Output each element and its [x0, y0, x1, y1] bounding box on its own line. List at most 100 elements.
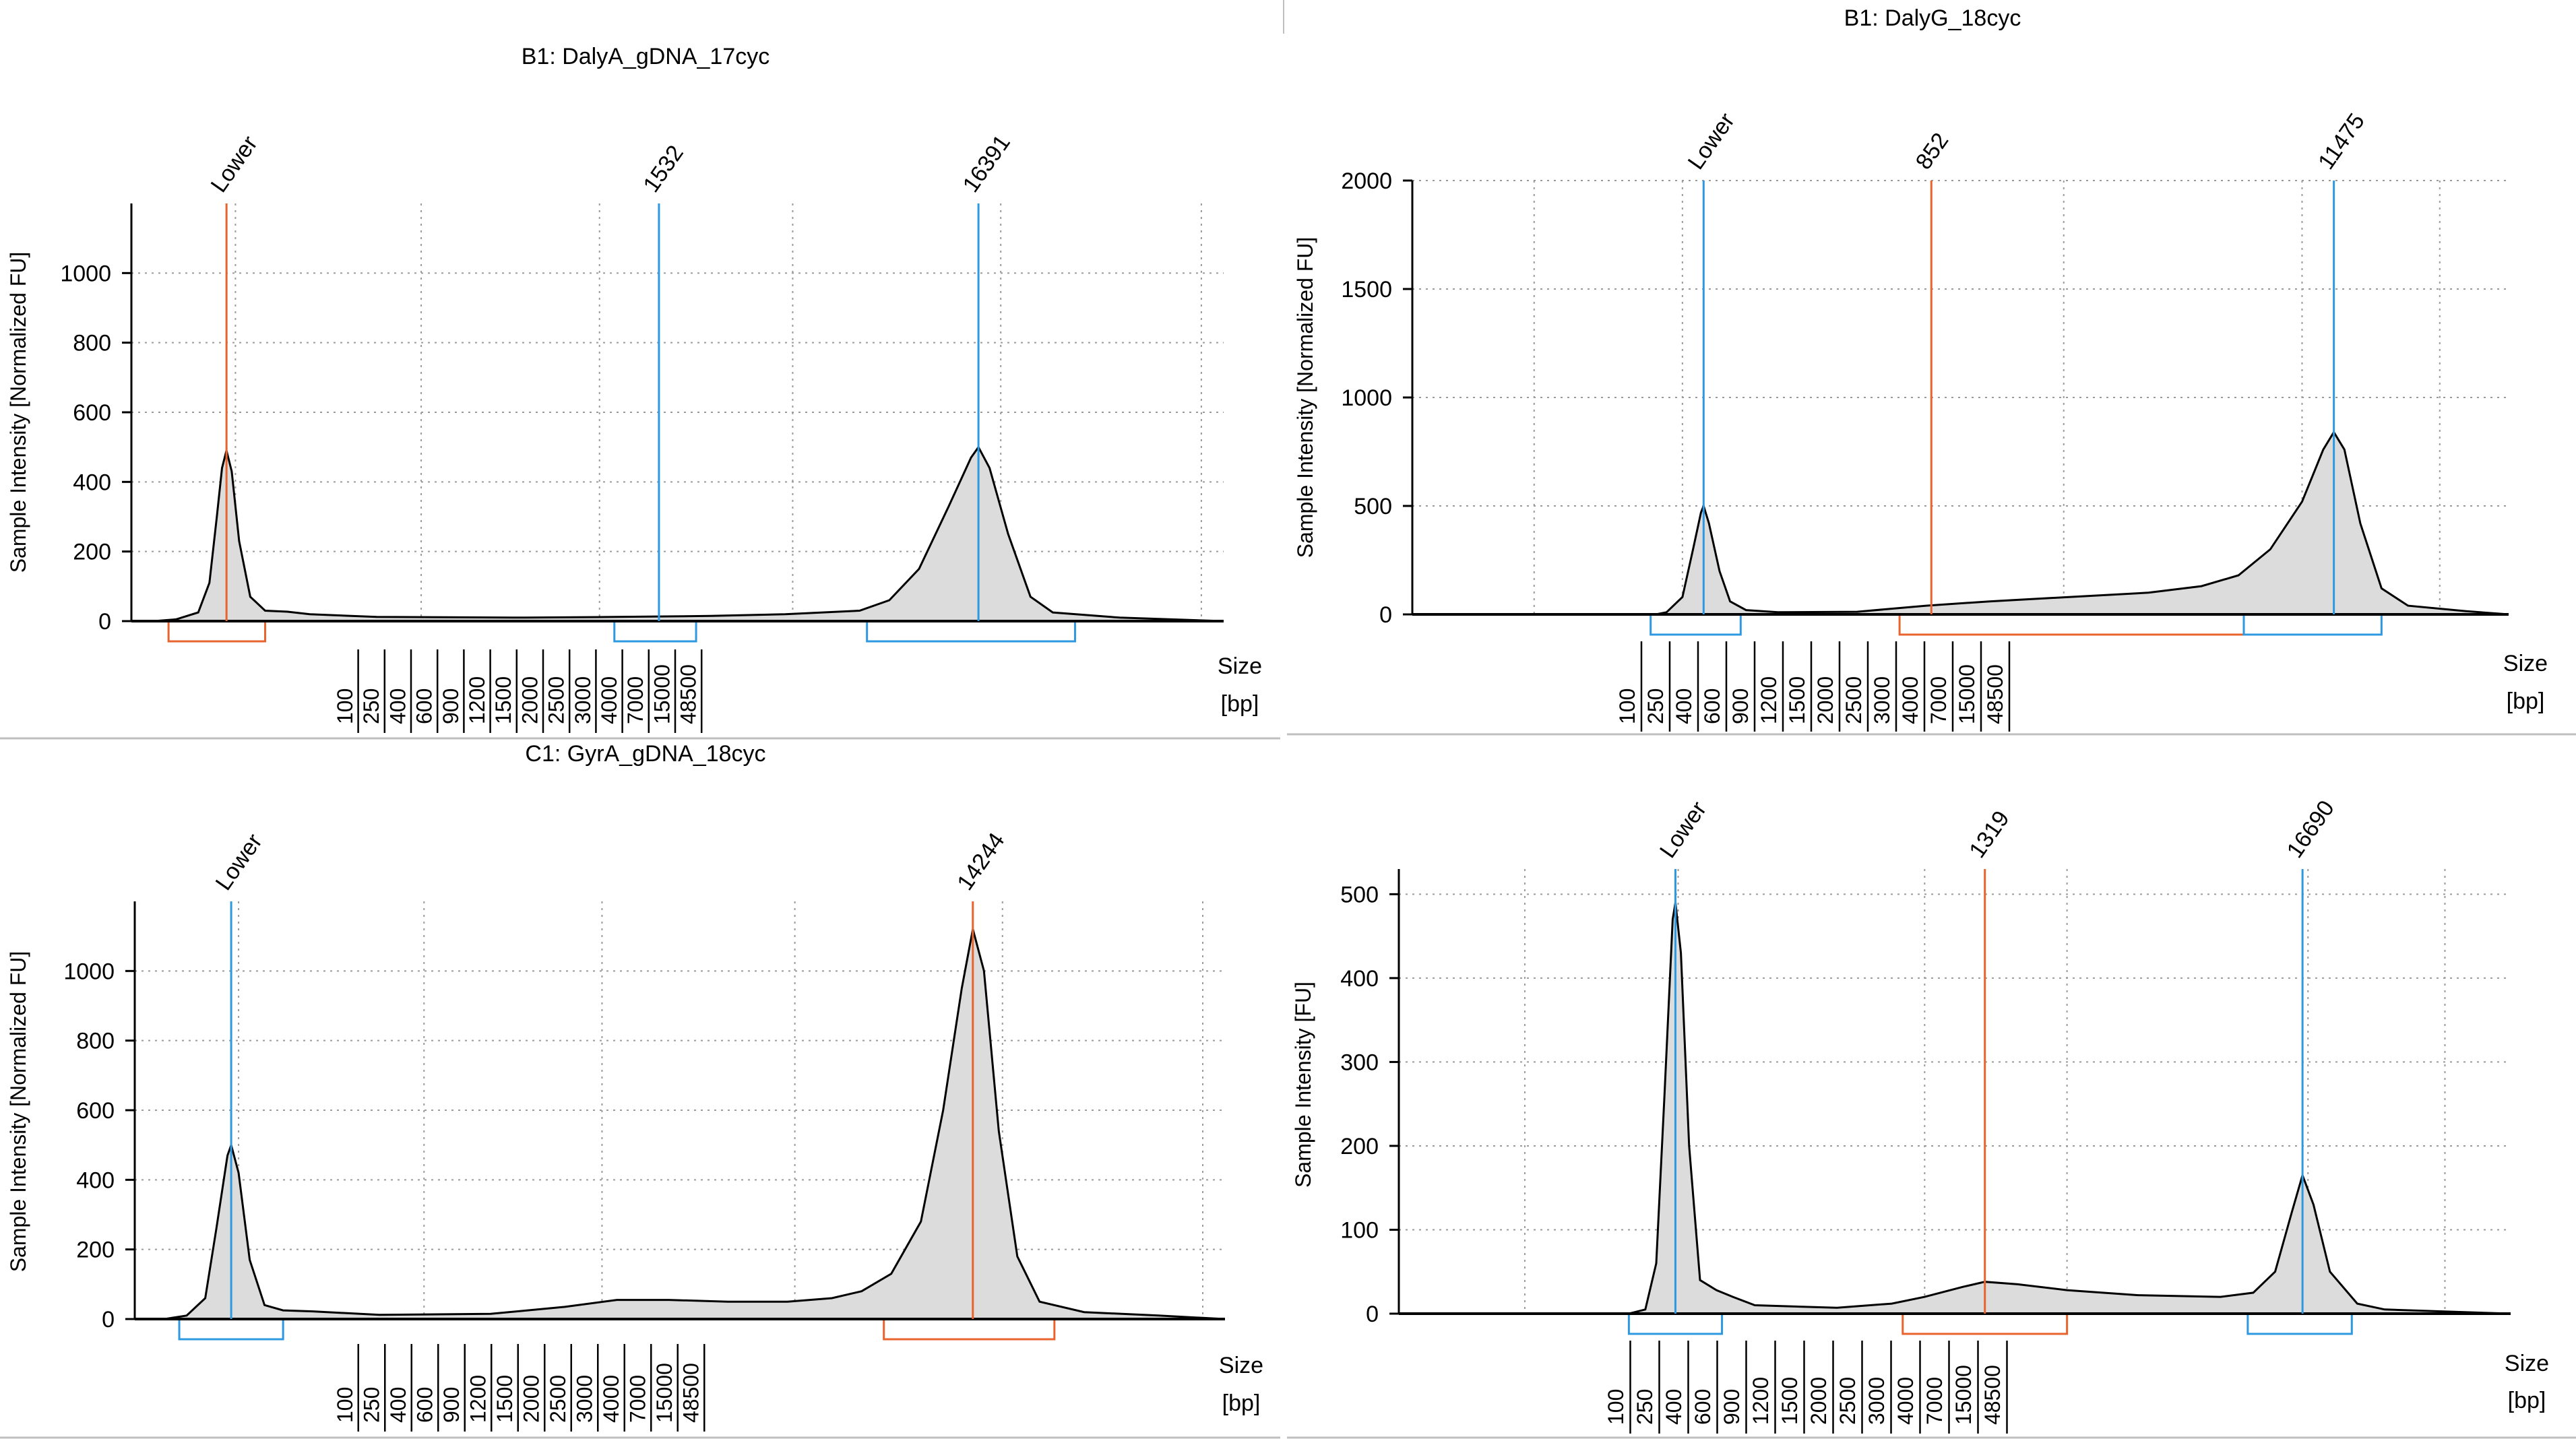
- x-tick-label: 7000: [623, 676, 648, 724]
- y-tick-label: 100: [1340, 1217, 1379, 1243]
- region-bracket: [178, 1320, 284, 1341]
- x-tick-label: 250: [1643, 688, 1668, 724]
- x-tick-label: 250: [360, 1387, 384, 1423]
- x-tick-label: 400: [385, 688, 410, 724]
- y-tick-label: 600: [73, 400, 111, 426]
- y-tick-label: 500: [1340, 882, 1379, 907]
- y-tick-label: 200: [1340, 1134, 1379, 1159]
- region-bracket: [1902, 1315, 2069, 1335]
- electropherogram-trace: [1412, 430, 2509, 616]
- chart-panel-1: B1: DalyA_gDNA_17cyc02004006008001000Sam…: [6, 44, 1262, 733]
- peak-marker-label: 852: [1911, 128, 1954, 174]
- x-tick-label: 7000: [626, 1375, 650, 1423]
- x-tick-label: 1200: [466, 1375, 491, 1423]
- x-tick-label: 15000: [652, 1363, 677, 1423]
- x-tick-label: 3000: [573, 1375, 597, 1423]
- x-tick-label: 1500: [1778, 1377, 1802, 1425]
- x-tick-label: 4000: [1893, 1377, 1918, 1425]
- x-tick-label: 15000: [1951, 1365, 1976, 1425]
- x-tick-label: 1500: [1785, 676, 1809, 724]
- region-bracket: [167, 622, 266, 643]
- chart-title: B1: DalyG_18cyc: [1844, 5, 2021, 31]
- region-bracket: [883, 1320, 1056, 1341]
- x-tick-label: 4000: [599, 1375, 623, 1423]
- peak-marker-label: 14244: [952, 828, 1009, 895]
- y-tick-label: 1000: [63, 959, 115, 984]
- x-axis-label-size: Size: [1219, 1353, 1263, 1378]
- y-tick-label: 600: [76, 1098, 115, 1124]
- x-tick-label: 600: [413, 1387, 437, 1423]
- x-tick-label: 400: [1672, 688, 1696, 724]
- x-tick-label: 2500: [1842, 676, 1866, 724]
- y-tick-label: 200: [73, 540, 111, 565]
- region-bracket: [1627, 1315, 1724, 1335]
- y-tick-label: 0: [1366, 1302, 1379, 1327]
- y-tick-label: 400: [1340, 966, 1379, 992]
- region-bracket: [613, 622, 697, 643]
- x-tick-label: 7000: [1922, 1377, 1947, 1425]
- x-tick-label: 48500: [679, 1363, 703, 1423]
- x-tick-label: 600: [1691, 1389, 1715, 1425]
- x-tick-label: 900: [439, 1387, 464, 1423]
- x-tick-label: 100: [333, 1387, 357, 1423]
- x-tick-label: 2500: [1835, 1377, 1860, 1425]
- chart-title: B1: DalyA_gDNA_17cyc: [522, 44, 770, 69]
- x-tick-label: 48500: [1983, 664, 2007, 724]
- y-tick-label: 0: [1379, 602, 1392, 628]
- x-tick-label: 15000: [1955, 664, 1979, 724]
- x-axis-label-size: Size: [2503, 651, 2548, 676]
- electropherogram-area: [1412, 432, 2509, 614]
- y-tick-label: 500: [1354, 494, 1392, 519]
- x-tick-label: 250: [359, 688, 383, 724]
- x-tick-label: 3000: [1870, 676, 1894, 724]
- x-axis-label-unit: [bp]: [1221, 691, 1259, 717]
- peak-marker-label: 11475: [2313, 108, 2370, 174]
- x-tick-label: 2000: [1813, 676, 1837, 724]
- x-tick-label: 100: [1615, 688, 1639, 724]
- x-tick-label: 2500: [544, 676, 569, 724]
- region-bracket: [866, 622, 1076, 643]
- peak-marker-label: Lower: [206, 131, 263, 197]
- x-tick-label: 3000: [1864, 1377, 1889, 1425]
- x-axis-label-size: Size: [1218, 653, 1262, 679]
- peak-marker-label: Lower: [1655, 797, 1711, 863]
- electropherogram-area: [1399, 902, 2511, 1314]
- x-tick-label: 4000: [1898, 676, 1922, 724]
- region-bracket: [2247, 1315, 2353, 1335]
- x-tick-label: 400: [1662, 1389, 1686, 1425]
- y-axis-label: Sample Intensity [Normalized FU]: [1293, 237, 1317, 558]
- x-axis-label-unit: [bp]: [1222, 1390, 1261, 1416]
- y-axis-label: Sample Intensity [Normalized FU]: [6, 252, 30, 573]
- electropherogram-trace: [131, 445, 1224, 622]
- x-tick-label: 7000: [1926, 676, 1951, 724]
- y-tick-label: 400: [76, 1167, 115, 1193]
- x-tick-label: 600: [412, 688, 437, 724]
- region-bracket: [1650, 616, 1742, 636]
- electropherogram-area: [135, 929, 1225, 1319]
- y-axis-label: Sample Intensity [Normalized FU]: [6, 951, 30, 1273]
- x-tick-label: 2000: [520, 1375, 544, 1423]
- x-tick-label: 15000: [650, 664, 674, 724]
- x-tick-label: 250: [1633, 1389, 1657, 1425]
- peak-marker-label: Lower: [211, 829, 268, 895]
- peak-marker-label: 16391: [958, 130, 1015, 197]
- y-tick-label: 800: [76, 1029, 115, 1054]
- peak-marker-label: 1319: [1964, 806, 2015, 863]
- x-tick-label: 48500: [1980, 1365, 2005, 1425]
- x-tick-label: 400: [386, 1387, 410, 1423]
- x-tick-label: 4000: [597, 676, 621, 724]
- y-tick-label: 300: [1340, 1050, 1379, 1075]
- x-tick-label: 2000: [517, 676, 542, 724]
- peak-marker-label: Lower: [1683, 108, 1740, 174]
- x-tick-label: 900: [439, 688, 463, 724]
- peak-marker-label: 1532: [638, 141, 689, 197]
- x-tick-label: 1500: [493, 1375, 517, 1423]
- x-axis-label-unit: [bp]: [2508, 1388, 2546, 1413]
- y-tick-label: 1000: [1341, 385, 1392, 411]
- y-tick-label: 1500: [1341, 277, 1392, 302]
- x-tick-label: 1500: [491, 676, 515, 724]
- chart-panel-4: 0 100 200 300 400 500 Sample Intensity [FU] Siz…: [1291, 796, 2549, 1434]
